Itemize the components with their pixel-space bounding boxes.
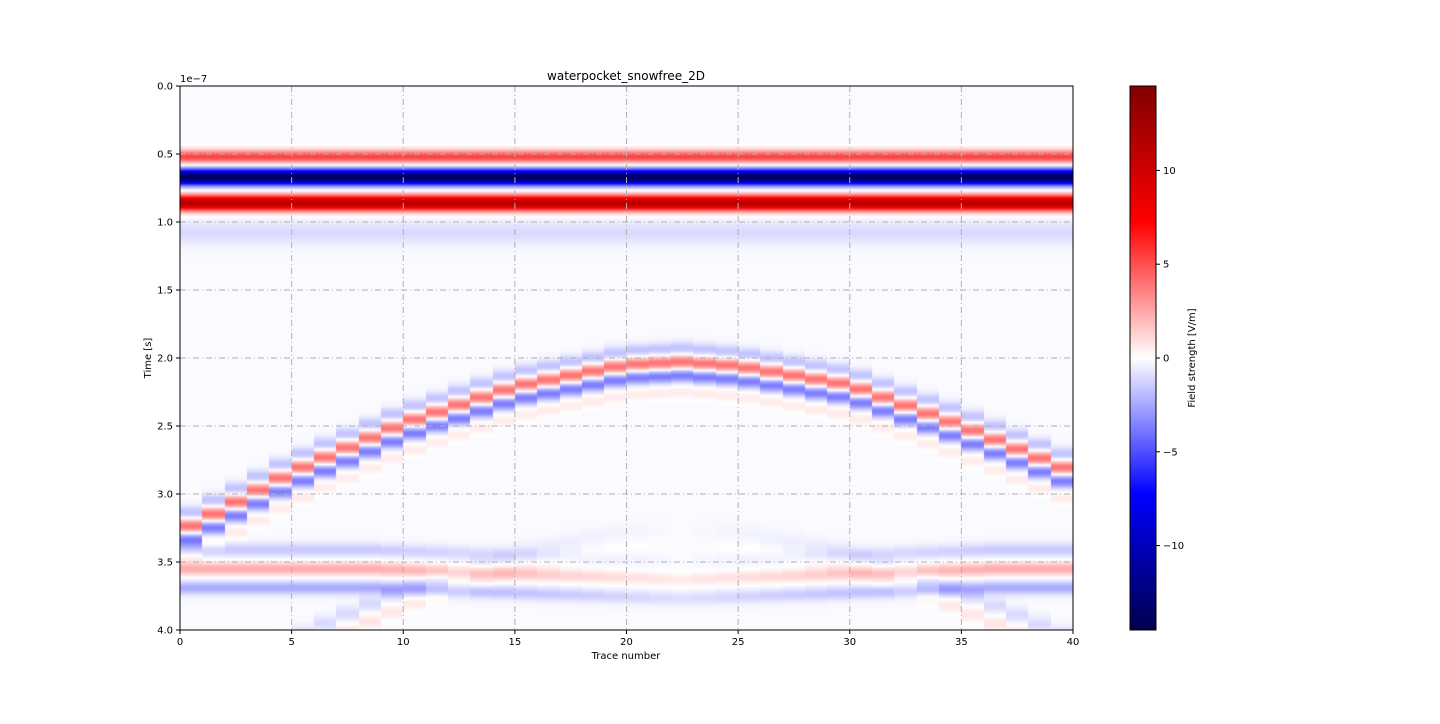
x-tick-label: 35 (955, 637, 968, 648)
colorbar (1129, 85, 1157, 631)
x-axis-label: Trace number (591, 651, 662, 662)
colorbar-ticks: −10 −5 0 5 10 (1156, 166, 1184, 552)
colorbar-tick-label: −5 (1163, 447, 1178, 458)
y-axis-ticks: 0.0 0.5 1.0 1.5 2.0 2.5 3.0 3.5 4.0 (157, 82, 180, 637)
x-tick-label: 25 (732, 637, 745, 648)
chart-title: waterpocket_snowfree_2D (547, 69, 705, 83)
y-tick-label: 3.0 (157, 490, 173, 501)
y-tick-label: 1.5 (157, 286, 173, 297)
colorbar-tick-label: 5 (1163, 260, 1169, 271)
y-tick-label: 4.0 (157, 626, 173, 637)
y-tick-label: 3.5 (157, 558, 173, 569)
y-tick-label: 2.5 (157, 422, 173, 433)
colorbar-label: Field strength [V/m] (1187, 308, 1198, 407)
colorbar-tick-label: −10 (1163, 541, 1184, 552)
x-tick-label: 0 (177, 637, 183, 648)
y-axis-offset-text: 1e−7 (180, 74, 207, 85)
y-axis-label: Time [s] (143, 338, 154, 380)
colorbar-tick-label: 10 (1163, 166, 1176, 177)
y-tick-label: 2.0 (157, 354, 173, 365)
colorbar-tick-label: 0 (1163, 354, 1169, 365)
y-tick-label: 0.0 (157, 82, 173, 93)
x-tick-label: 15 (509, 637, 522, 648)
x-tick-label: 40 (1067, 637, 1080, 648)
x-axis-ticks: 0 5 10 15 20 25 30 35 40 (177, 630, 1080, 648)
y-tick-label: 0.5 (157, 150, 173, 161)
x-tick-label: 10 (397, 637, 410, 648)
grid-lines (180, 86, 1073, 630)
x-tick-label: 20 (620, 637, 633, 648)
x-tick-label: 5 (288, 637, 294, 648)
x-tick-label: 30 (843, 637, 856, 648)
y-tick-label: 1.0 (157, 218, 173, 229)
